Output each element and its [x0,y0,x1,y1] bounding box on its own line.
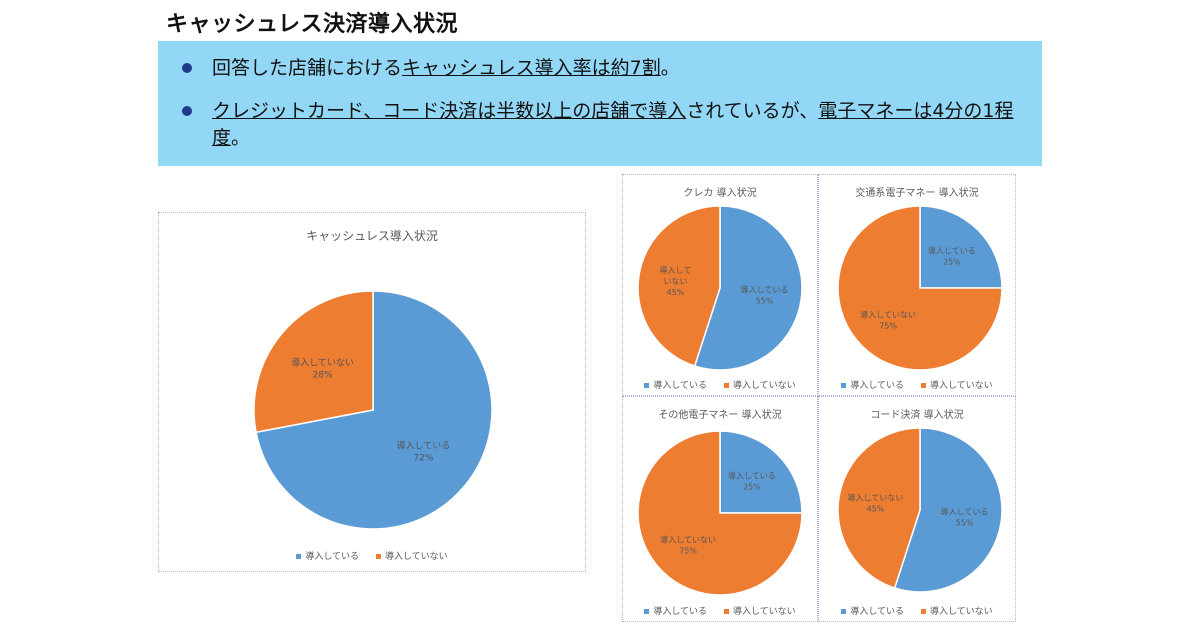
chart-title: コード決済 導入状況 [870,410,964,421]
legend-item-introduced: 導入している [644,604,707,617]
legend-label: 導入していない [732,381,796,391]
chart-legend: 導入している 導入していない [623,378,817,391]
data-label: 75% [679,546,697,555]
pie-slice-introduced [919,205,1003,289]
legend-swatch [644,383,650,388]
pie-chart-other-emoney: 導入している 25% 導入していない 75% [637,430,803,596]
pie-chart-code: 導入している 55% 導入していない 45% [837,427,1003,593]
chart-legend: 導入している 導入していない [159,549,585,562]
chart-panel-transit: 交通系電子マネー 導入状況 導入している 25% 導入していない 75% 導入している… [818,174,1016,396]
pie-slice-introduced [893,427,1003,593]
data-label: 導入している [928,246,976,256]
bullet-segment-underlined: キャッシュレス導入率は約7割 [402,57,661,79]
pie-slice-not-introduced [837,427,921,589]
data-label: 導入していない [848,492,904,502]
data-label: 45% [667,288,685,297]
legend-swatch [296,554,302,559]
legend-swatch [920,609,926,614]
pie-slice-introduced [693,205,803,371]
chart-legend: 導入している 導入していない [819,378,1015,391]
chart-title: キャッシュレス導入状況 [306,229,438,243]
bullet-segment: されているが、 [686,100,819,122]
pie-chart-credit: 導入している 55% 導入していない 45% [637,205,803,371]
pie-chart-transit: 導入している 25% 導入していない 75% [837,205,1003,371]
pie-slice-not-introduced [637,430,803,596]
legend-label: 導入している [850,381,905,391]
legend-item-not-introduced: 導入していない [375,549,448,562]
bullet-segment: 回答した店舗における [212,57,403,79]
legend-swatch [920,383,926,388]
legend-label: 導入していない [929,381,993,391]
legend-item-not-introduced: 導入していない [920,604,993,617]
chart-title: その他電子マネー 導入状況 [658,410,782,421]
legend-swatch [841,383,847,388]
pie-slice-introduced [255,290,493,530]
data-label: 導入していない [291,356,354,368]
legend-item-introduced: 導入している [841,604,904,617]
chart-panel-cashless: キャッシュレス導入状況 導入している 72% 導入していない 28% 導入している 導… [158,212,586,572]
legend-swatch [375,554,381,559]
legend-label: 導入していない [929,607,993,617]
bullet-segment-underlined: クレジットカード、コード決済は半数以上の店舗で導入 [212,100,687,122]
legend-label: 導入している [850,607,905,617]
page-title: キャッシュレス決済導入状況 [166,12,459,37]
legend-label: 導入している [305,552,360,562]
chart-title: クレカ 導入状況 [683,188,757,199]
bullet-text: 回答した店舗におけるキャッシュレス導入率は約7割。 [212,55,1037,82]
summary-box: 回答した店舗におけるキャッシュレス導入率は約7割。 クレジットカード、コード決済… [158,41,1042,166]
pie-chart-cashless: 導入している 72% 導入していない 28% [253,290,493,530]
data-label: 導入している [397,440,451,452]
chart-panel-credit: クレカ 導入状況 導入している 55% 導入して いない 45% 導入している 導入して… [622,174,818,396]
data-label: 28% [313,370,333,380]
bullet-text: クレジットカード、コード決済は半数以上の店舗で導入されているが、電子マネーは4分… [212,98,1037,152]
legend-swatch [644,609,650,614]
data-label: 55% [756,297,774,306]
chart-legend: 導入している 導入していない [819,604,1015,617]
data-label: いない [663,277,687,286]
chart-title: 交通系電子マネー 導入状況 [855,188,979,199]
chart-panel-other-emoney: その他電子マネー 導入状況 導入している 25% 導入していない 75% 導入している… [622,396,818,622]
data-label: 導入している [741,285,789,295]
legend-label: 導入している [653,381,708,391]
data-label: 75% [879,321,897,330]
data-label: 導入して [660,265,692,275]
legend-item-introduced: 導入している [296,549,359,562]
pie-slice-introduced [719,430,803,514]
data-label: 導入していない [860,309,916,319]
pie-slice-not-introduced [253,290,374,434]
bullet-item: クレジットカード、コード決済は半数以上の店舗で導入されているが、電子マネーは4分… [182,98,1037,152]
bullet-segment: 。 [231,127,251,149]
legend-item-not-introduced: 導入していない [723,604,796,617]
chart-panel-code: コード決済 導入状況 導入している 55% 導入していない 45% 導入している 導入… [818,396,1016,622]
legend-swatch [723,609,729,614]
legend-swatch [723,383,729,388]
legend-item-introduced: 導入している [644,378,707,391]
legend-label: 導入していない [732,607,796,617]
bullet-segment-underlined: 電子マネーは4分の1程度 [212,100,1014,149]
data-label: 25% [743,483,761,492]
data-label: 72% [413,454,433,464]
legend-item-not-introduced: 導入していない [723,378,796,391]
legend-item-not-introduced: 導入していない [920,378,993,391]
bullet-dot-icon [182,63,192,73]
legend-label: 導入していない [384,552,448,562]
bullet-item: 回答した店舗におけるキャッシュレス導入率は約7割。 [182,55,1037,82]
bullet-segment: 。 [660,57,680,79]
data-label: 導入している [941,507,989,517]
chart-legend: 導入している 導入していない [623,604,817,617]
legend-label: 導入している [653,607,708,617]
data-label: 25% [943,258,961,267]
legend-swatch [841,609,847,614]
legend-item-introduced: 導入している [841,378,904,391]
data-label: 導入していない [660,534,716,544]
data-label: 45% [867,504,885,513]
data-label: 55% [956,519,974,528]
bullet-dot-icon [182,106,192,116]
data-label: 導入している [728,471,776,481]
pie-slice-not-introduced [637,205,721,367]
pie-slice-not-introduced [837,205,1003,371]
